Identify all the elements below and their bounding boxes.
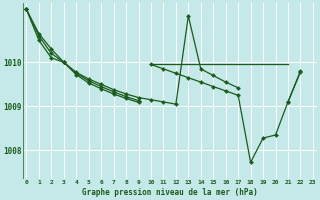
X-axis label: Graphe pression niveau de la mer (hPa): Graphe pression niveau de la mer (hPa) — [82, 188, 258, 197]
